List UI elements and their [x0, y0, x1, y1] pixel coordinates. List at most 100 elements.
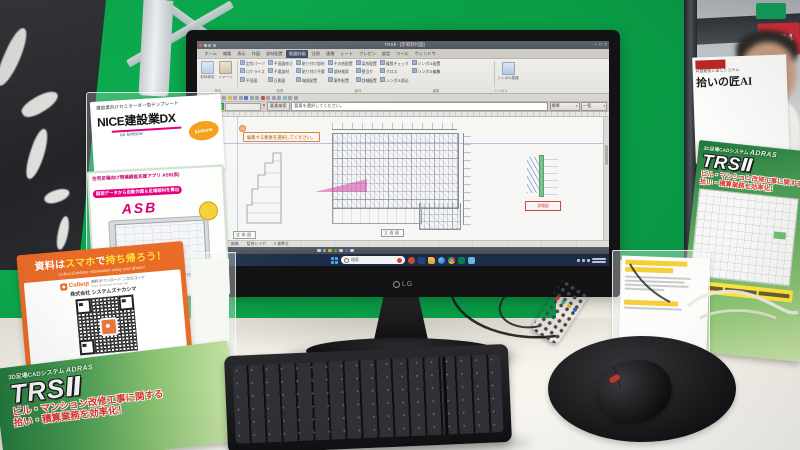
- ribbon-button[interactable]: 梁枠配置: [356, 60, 377, 68]
- ribbon-button[interactable]: クロス: [380, 68, 409, 76]
- toolbar-icon[interactable]: [277, 95, 281, 100]
- tab-parts[interactable]: 部材配置: [266, 51, 283, 56]
- linetype-field[interactable]: [225, 102, 261, 111]
- status-icon[interactable]: [322, 248, 326, 253]
- monitor-screen: TRSⅡ - [足場割付図] – □ × ホーム 編集 表示 作図 部材配置 仮…: [197, 41, 609, 266]
- toolbar-icon[interactable]: [288, 95, 292, 100]
- ribbon-big-button-2[interactable]: イメージ: [217, 60, 234, 79]
- tab-tools[interactable]: ツール: [396, 51, 409, 56]
- tab-link[interactable]: 連携: [326, 51, 335, 56]
- maximize-button[interactable]: □: [599, 42, 603, 48]
- toolbar-icon[interactable]: [222, 95, 226, 100]
- ribbon-button[interactable]: 権限チェック: [380, 60, 409, 68]
- minimize-button[interactable]: –: [594, 42, 598, 48]
- taskbar-app-icon[interactable]: [408, 256, 415, 264]
- system-tray[interactable]: [577, 254, 606, 266]
- tray-network-icon[interactable]: [582, 258, 585, 262]
- symbol-convert-icon: [501, 62, 515, 75]
- toolbar-icon[interactable]: [260, 95, 265, 100]
- app-icon[interactable]: [199, 43, 202, 47]
- ribbon-button[interactable]: 詳細配置: [356, 77, 377, 85]
- tooltip-anchor: [239, 125, 246, 132]
- scrollbar-thumb[interactable]: [605, 145, 608, 165]
- toolbar-icon[interactable]: [266, 95, 270, 100]
- close-button[interactable]: ×: [604, 42, 607, 48]
- status-icon[interactable]: [317, 248, 321, 253]
- taskbar-app-icon[interactable]: [458, 256, 465, 264]
- list-dropdown[interactable]: 一覧 ▾: [581, 102, 607, 111]
- toolbar-icon[interactable]: [271, 95, 276, 100]
- toolbar-icon[interactable]: [282, 95, 287, 100]
- ribbon-button[interactable]: 平面図: [240, 77, 265, 85]
- ribbon-button[interactable]: シンボル編集: [412, 68, 441, 76]
- status-mode[interactable]: 編集: [231, 241, 239, 246]
- status-basepoint[interactable]: S 基準点: [273, 241, 289, 246]
- scale-dropdown[interactable]: 標準 ▾: [549, 102, 580, 111]
- ribbon-button[interactable]: 定形パーツ: [240, 60, 265, 68]
- ribbon-button[interactable]: 案件配置: [328, 77, 353, 85]
- status-icon[interactable]: [339, 248, 343, 253]
- windows-start-button[interactable]: [331, 256, 338, 264]
- tab-settings[interactable]: 設定: [381, 51, 391, 56]
- ribbon-button[interactable]: 壁当り: [356, 68, 377, 76]
- vertical-scrollbar[interactable]: [603, 117, 609, 240]
- booth-sign-small: [756, 3, 786, 19]
- edge-icon[interactable]: [438, 256, 445, 264]
- cad-canvas[interactable]: 詳細図 全体図 立面図 編集する要素を選択してください。: [197, 117, 609, 240]
- taskbar-app-icon[interactable]: [468, 256, 475, 264]
- ribbon-big-button-symbol[interactable]: シンボル変換: [497, 60, 519, 80]
- tray-chevron-icon[interactable]: [577, 258, 580, 262]
- element-search-button[interactable]: 要素検索: [266, 102, 290, 111]
- status-icon[interactable]: [328, 248, 332, 253]
- ribbon-button[interactable]: 日影図: [268, 77, 293, 85]
- tab-scaffold-plan-selected[interactable]: 仮設計画: [286, 50, 309, 58]
- tab-window[interactable]: ウィンドウ: [414, 51, 436, 56]
- quickaccess-save-icon[interactable]: [203, 43, 207, 47]
- tab-sheet[interactable]: シート: [340, 51, 353, 56]
- ribbon-big-button-1[interactable]: 形状設定: [199, 60, 216, 79]
- tab-edit[interactable]: 編集: [222, 51, 232, 56]
- keyboard-keys: [232, 354, 504, 444]
- ribbon-button[interactable]: 貼り付け不要: [296, 68, 325, 76]
- quickaccess-redo-icon[interactable]: [212, 43, 216, 47]
- toolbar-icon[interactable]: [227, 95, 232, 100]
- ribbon-button[interactable]: 部材検索: [328, 68, 353, 76]
- element-select-field[interactable]: 要素を選択してください。: [291, 102, 548, 111]
- ribbon-button[interactable]: 貼り付け部材: [296, 60, 325, 68]
- tab-draw[interactable]: 作図: [251, 51, 261, 56]
- ribbon-button[interactable]: その他配置: [328, 60, 353, 68]
- ribbon-button[interactable]: ロケライズ: [240, 68, 265, 76]
- taskbar-clock[interactable]: [592, 257, 606, 263]
- ribbon-button[interactable]: シンボル配置: [412, 60, 441, 68]
- clear-icon[interactable]: ×: [262, 103, 266, 109]
- status-layer[interactable]: 監視レイヤ: [246, 241, 266, 246]
- tab-home[interactable]: ホーム: [204, 51, 217, 56]
- tab-annotate[interactable]: 注釈: [311, 51, 321, 56]
- toolbar-icon[interactable]: [238, 95, 243, 100]
- chevron-down-icon: ▾: [603, 104, 605, 109]
- toolbar-icon[interactable]: [249, 95, 254, 100]
- quickaccess-undo-icon[interactable]: [208, 43, 211, 47]
- status-icon[interactable]: [344, 248, 348, 253]
- tab-view[interactable]: 表示: [237, 51, 246, 56]
- ribbon-button[interactable]: 端部配置: [296, 77, 325, 85]
- ribbon-button[interactable]: 平面図修正: [268, 60, 293, 68]
- ribbon-button[interactable]: シンボル読込: [380, 77, 409, 85]
- tray-volume-icon[interactable]: [587, 258, 590, 262]
- toolbar-icon[interactable]: [255, 95, 259, 100]
- toolbar-icon[interactable]: [233, 95, 237, 100]
- taskbar-search[interactable]: 検索: [341, 256, 405, 264]
- tab-present[interactable]: プレゼン: [359, 51, 376, 56]
- status-icon[interactable]: [333, 248, 337, 253]
- toolbar-icon[interactable]: [244, 95, 248, 100]
- chrome-icon[interactable]: [448, 256, 455, 264]
- toolbar-icon[interactable]: [293, 95, 298, 100]
- folder-icon[interactable]: [428, 256, 435, 264]
- image-icon: [219, 61, 232, 74]
- status-icon[interactable]: [350, 248, 354, 253]
- remote-red-button: [554, 295, 561, 302]
- ribbon-button[interactable]: 不要部材: [268, 68, 293, 76]
- windows-taskbar: 検索: [197, 254, 609, 266]
- taskbar-app-icon[interactable]: [418, 256, 425, 264]
